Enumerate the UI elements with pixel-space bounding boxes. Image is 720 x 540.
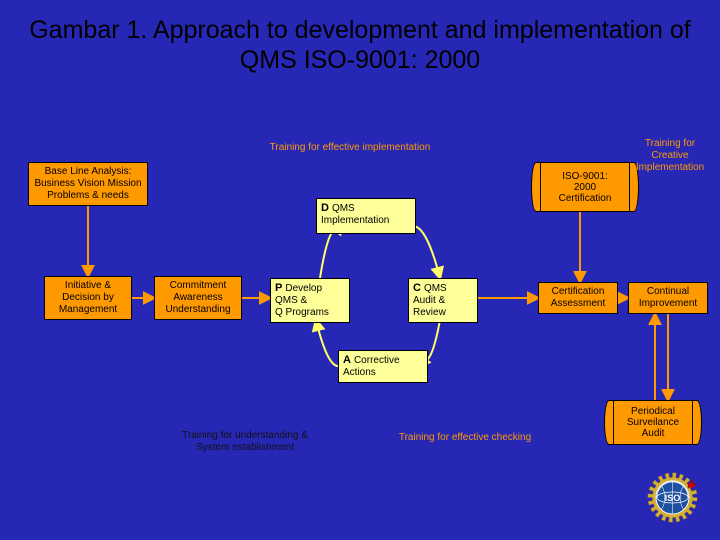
arrow-layer — [0, 0, 720, 540]
node-continual: ContinualImprovement — [628, 282, 708, 314]
pdca-c: CQMSAudit &Review — [408, 278, 478, 323]
node-iso-cert: ISO-9001:2000Certification — [535, 162, 635, 212]
node-periodical: PeriodicalSurveilanceAudit — [608, 400, 698, 445]
iso-logo-icon: ISO — [645, 470, 700, 525]
pdca-a: ACorrectiveActions — [338, 350, 428, 383]
label-train-understand: Training for understanding &System estab… — [160, 430, 330, 454]
pdca-d: DQMSImplementation — [316, 198, 416, 234]
pdca-p: PDevelopQMS &Q Programs — [270, 278, 350, 323]
node-commitment: CommitmentAwarenessUnderstanding — [154, 276, 242, 320]
page-title: Gambar 1. Approach to development and im… — [0, 15, 720, 75]
svg-text:ISO: ISO — [665, 493, 681, 503]
label-train-checking: Training for effective checking — [380, 432, 550, 444]
node-base-line: Base Line Analysis:Business Vision Missi… — [28, 162, 148, 206]
node-cert-assess: CertificationAssessment — [538, 282, 618, 314]
label-train-eff-impl: Training for effective implementation — [255, 142, 445, 154]
node-initiative: Initiative &Decision byManagement — [44, 276, 132, 320]
label-train-creative: Training forCreativeImplementation — [630, 138, 710, 174]
